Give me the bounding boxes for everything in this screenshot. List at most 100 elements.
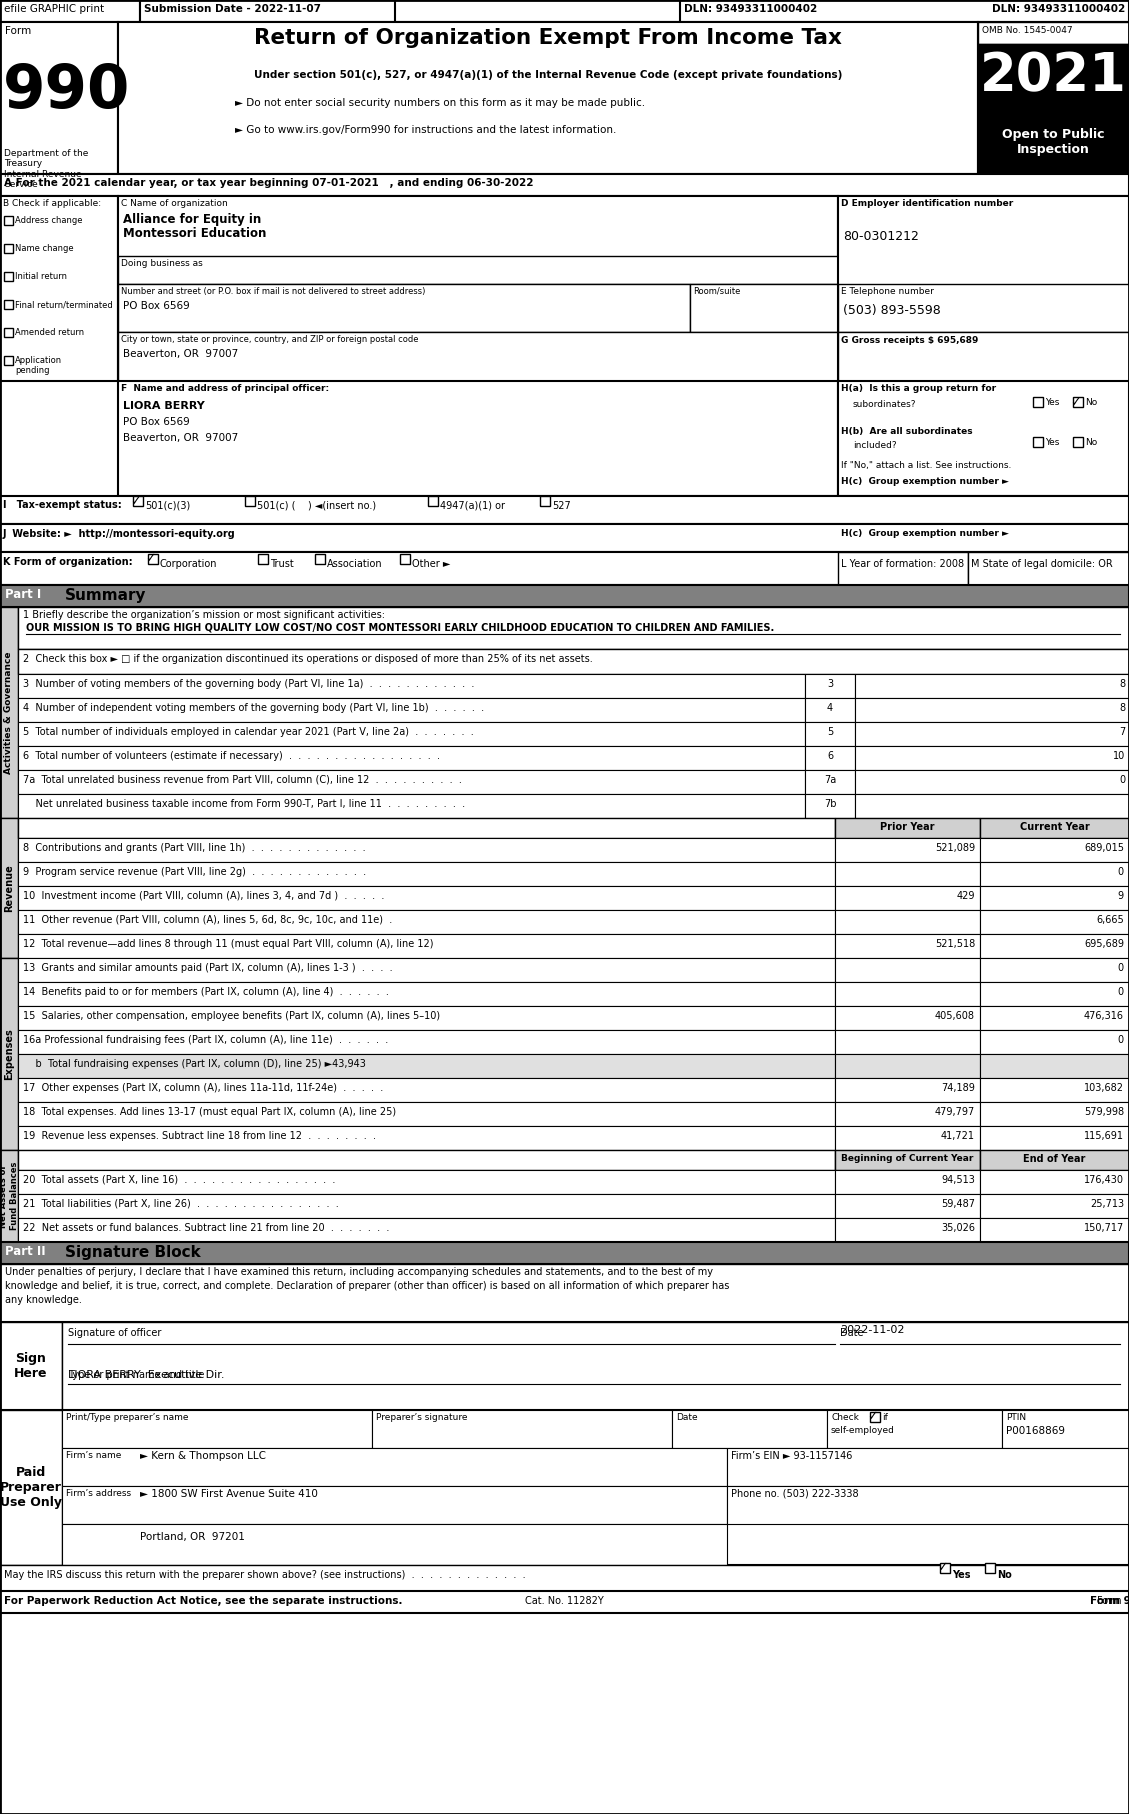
- Bar: [835, 818, 980, 838]
- Text: 12  Total revenue—add lines 8 through 11 (must equal Part VIII, column (A), line: 12 Total revenue—add lines 8 through 11 …: [23, 940, 434, 949]
- Bar: [870, 1411, 879, 1422]
- Text: D Employer identification number: D Employer identification number: [841, 200, 1013, 209]
- Bar: [18, 1170, 835, 1194]
- Text: 150,717: 150,717: [1084, 1223, 1124, 1234]
- Text: 5: 5: [826, 727, 833, 736]
- Bar: [0, 524, 1129, 551]
- Text: 2021: 2021: [980, 51, 1127, 102]
- Text: 521,089: 521,089: [935, 844, 975, 853]
- Text: 476,316: 476,316: [1084, 1010, 1124, 1021]
- Bar: [835, 838, 980, 862]
- Bar: [835, 1170, 980, 1194]
- Bar: [978, 22, 1129, 44]
- Text: 990: 990: [3, 62, 130, 122]
- Text: Preparer’s signature: Preparer’s signature: [376, 1413, 467, 1422]
- Bar: [855, 746, 1129, 769]
- Text: Return of Organization Exempt From Income Tax: Return of Organization Exempt From Incom…: [254, 27, 842, 47]
- Bar: [980, 1217, 1129, 1243]
- Bar: [0, 196, 119, 381]
- Text: 25,713: 25,713: [1089, 1199, 1124, 1208]
- Bar: [0, 551, 1129, 584]
- Text: May the IRS discuss this return with the preparer shown above? (see instructions: May the IRS discuss this return with the…: [5, 1569, 526, 1580]
- Bar: [62, 1322, 1129, 1409]
- Bar: [805, 698, 855, 722]
- Text: 579,998: 579,998: [1084, 1107, 1124, 1117]
- Bar: [0, 1322, 1129, 1409]
- Text: H(a)  Is this a group return for: H(a) Is this a group return for: [841, 385, 996, 394]
- Text: Current Year: Current Year: [1019, 822, 1089, 833]
- Text: 7a  Total unrelated business revenue from Part VIII, column (C), line 12  .  .  : 7a Total unrelated business revenue from…: [23, 775, 462, 785]
- Text: PO Box 6569: PO Box 6569: [123, 301, 190, 310]
- Text: I   Tax-exempt status:: I Tax-exempt status:: [3, 501, 122, 510]
- Text: Cat. No. 11282Y: Cat. No. 11282Y: [525, 1596, 603, 1605]
- Text: 10: 10: [1113, 751, 1124, 762]
- Text: ✓: ✓: [1070, 395, 1080, 408]
- Text: b  Total fundraising expenses (Part IX, column (D), line 25) ►43,943: b Total fundraising expenses (Part IX, c…: [23, 1059, 366, 1068]
- Bar: [805, 769, 855, 795]
- Bar: [980, 981, 1129, 1007]
- Bar: [119, 332, 838, 381]
- Bar: [980, 1150, 1129, 1170]
- Bar: [0, 818, 18, 958]
- Text: 22  Net assets or fund balances. Subtract line 21 from line 20  .  .  .  .  .  .: 22 Net assets or fund balances. Subtract…: [23, 1223, 390, 1234]
- Text: Yes: Yes: [952, 1569, 971, 1580]
- Bar: [0, 22, 119, 174]
- Bar: [980, 818, 1129, 838]
- Bar: [62, 1486, 727, 1524]
- Text: Part I: Part I: [5, 588, 42, 600]
- Text: Print/Type preparer’s name: Print/Type preparer’s name: [65, 1413, 189, 1422]
- Bar: [400, 553, 410, 564]
- Bar: [315, 553, 325, 564]
- Text: Summary: Summary: [65, 588, 147, 602]
- Bar: [835, 1217, 980, 1243]
- Text: Application
pending: Application pending: [15, 356, 62, 375]
- Bar: [0, 1409, 1129, 1565]
- Bar: [980, 1078, 1129, 1101]
- Bar: [680, 0, 1129, 22]
- Bar: [980, 1194, 1129, 1217]
- Bar: [835, 1126, 980, 1150]
- Text: 2  Check this box ► □ if the organization discontinued its operations or dispose: 2 Check this box ► □ if the organization…: [23, 655, 593, 664]
- Text: 8: 8: [1119, 704, 1124, 713]
- Text: Part II: Part II: [5, 1244, 45, 1257]
- Bar: [0, 174, 1129, 196]
- Bar: [980, 958, 1129, 981]
- Text: 11  Other revenue (Part VIII, column (A), lines 5, 6d, 8c, 9c, 10c, and 11e)  .: 11 Other revenue (Part VIII, column (A),…: [23, 914, 392, 925]
- Bar: [835, 958, 980, 981]
- Text: OUR MISSION IS TO BRING HIGH QUALITY LOW COST/NO COST MONTESSORI EARLY CHILDHOOD: OUR MISSION IS TO BRING HIGH QUALITY LOW…: [26, 622, 774, 633]
- Bar: [18, 818, 835, 838]
- Text: Address change: Address change: [15, 216, 82, 225]
- Bar: [18, 1007, 835, 1030]
- Text: 429: 429: [956, 891, 975, 902]
- Text: Signature Block: Signature Block: [65, 1244, 201, 1261]
- Text: Association: Association: [327, 559, 383, 570]
- Text: ✓: ✓: [867, 1409, 877, 1422]
- Bar: [119, 22, 978, 174]
- Bar: [672, 1409, 828, 1448]
- Bar: [835, 1078, 980, 1101]
- Bar: [855, 675, 1129, 698]
- Bar: [18, 885, 835, 911]
- Text: Beaverton, OR  97007: Beaverton, OR 97007: [123, 434, 238, 443]
- Text: 501(c) (    ) ◄(insert no.): 501(c) ( ) ◄(insert no.): [257, 501, 376, 512]
- Text: H(c)  Group exemption number ►: H(c) Group exemption number ►: [841, 477, 1009, 486]
- Bar: [835, 1030, 980, 1054]
- Text: 18  Total expenses. Add lines 13-17 (must equal Part IX, column (A), line 25): 18 Total expenses. Add lines 13-17 (must…: [23, 1107, 396, 1117]
- Bar: [119, 256, 838, 285]
- Bar: [18, 838, 835, 862]
- Bar: [18, 608, 1129, 649]
- Text: 3: 3: [826, 678, 833, 689]
- Bar: [5, 328, 14, 337]
- Bar: [0, 0, 1129, 22]
- Bar: [727, 1486, 1129, 1524]
- Text: Other ►: Other ►: [412, 559, 450, 570]
- Bar: [18, 1194, 835, 1217]
- Text: OMB No. 1545-0047: OMB No. 1545-0047: [982, 25, 1073, 34]
- Bar: [0, 1591, 1129, 1613]
- Text: 20  Total assets (Part X, line 16)  .  .  .  .  .  .  .  .  .  .  .  .  .  .  . : 20 Total assets (Part X, line 16) . . . …: [23, 1175, 335, 1185]
- Text: Form 990 (2021): Form 990 (2021): [1089, 1596, 1129, 1605]
- Text: Number and street (or P.O. box if mail is not delivered to street address): Number and street (or P.O. box if mail i…: [121, 287, 426, 296]
- Bar: [838, 196, 1129, 381]
- Text: G Gross receipts $ 695,689: G Gross receipts $ 695,689: [841, 336, 979, 345]
- Bar: [540, 495, 550, 506]
